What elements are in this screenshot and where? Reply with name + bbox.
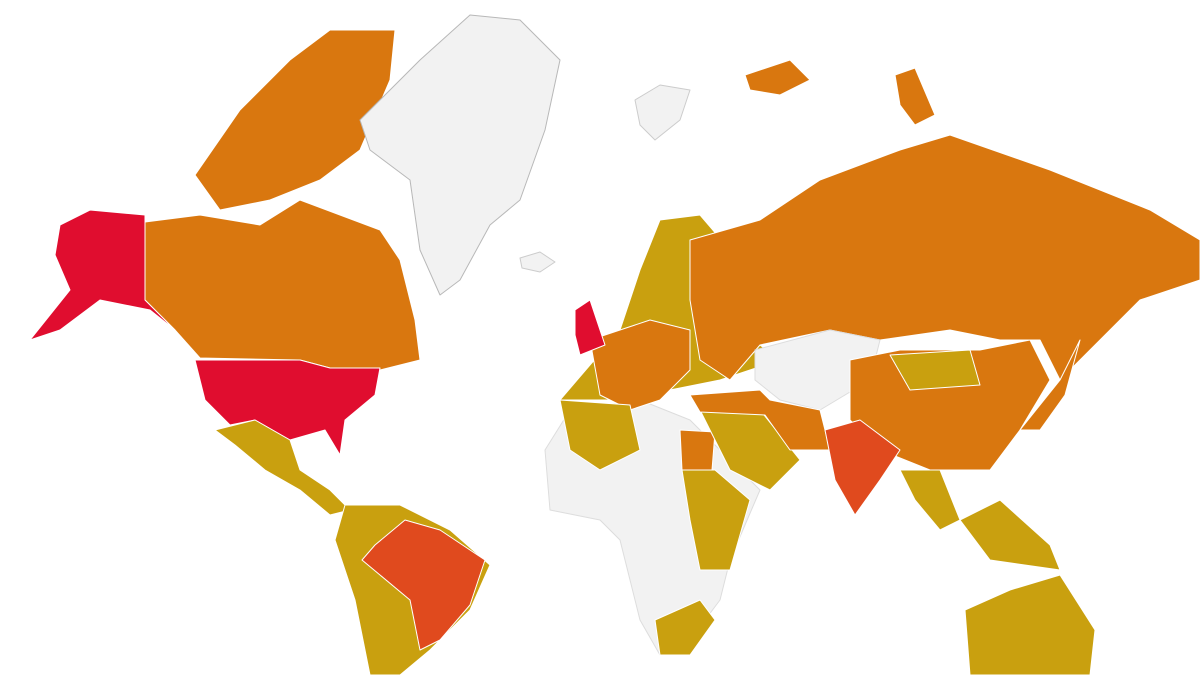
region-svalbard[interactable] (634, 84, 691, 141)
region-russian-arctic-islands[interactable] (744, 59, 811, 96)
region-canada[interactable] (144, 199, 421, 381)
region-russia[interactable] (689, 134, 1200, 381)
region-alaska[interactable] (29, 209, 176, 341)
region-australia[interactable] (964, 574, 1096, 675)
region-uk[interactable] (574, 299, 606, 356)
region-greenland[interactable] (359, 14, 561, 296)
region-southeast-asia[interactable] (899, 469, 1061, 571)
region-mongolia[interactable] (889, 349, 981, 391)
region-kazakhstan[interactable] (754, 329, 881, 411)
region-egypt[interactable] (679, 429, 716, 471)
region-north-africa[interactable] (559, 399, 641, 471)
region-east-africa[interactable] (681, 469, 751, 571)
region-india[interactable] (824, 419, 901, 516)
region-western-europe[interactable] (589, 319, 691, 411)
region-usa[interactable] (194, 359, 381, 456)
region-russian-arctic-islands-east[interactable] (894, 67, 936, 126)
region-japan[interactable] (1019, 339, 1081, 431)
region-canada-arctic[interactable] (194, 29, 396, 211)
region-iceland[interactable] (519, 251, 556, 273)
region-south-africa[interactable] (654, 599, 716, 656)
region-brazil[interactable] (361, 519, 486, 651)
